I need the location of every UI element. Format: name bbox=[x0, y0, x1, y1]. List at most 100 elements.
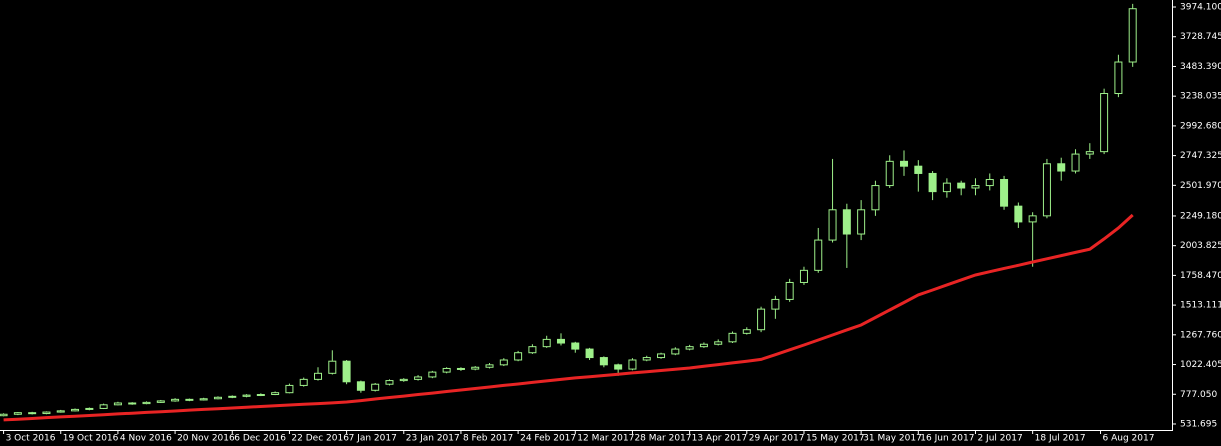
candle-body bbox=[599, 357, 608, 366]
y-tick-label: 777.050 bbox=[1180, 390, 1217, 400]
candle-body bbox=[28, 412, 37, 415]
x-tick-label: 18 Jul 2017 bbox=[1035, 434, 1086, 444]
x-tick-label: 6 Aug 2017 bbox=[1103, 434, 1155, 444]
candle-body bbox=[256, 394, 265, 397]
candle-body bbox=[199, 398, 208, 401]
x-tick-label: 20 Nov 2016 bbox=[177, 434, 235, 444]
candle-body bbox=[857, 209, 866, 235]
candle-body bbox=[699, 343, 708, 348]
x-tick-label: 13 Apr 2017 bbox=[692, 434, 748, 444]
candle-body bbox=[171, 398, 180, 402]
y-tick-label: 3238.035 bbox=[1180, 92, 1221, 102]
candle-body bbox=[971, 185, 980, 189]
candle-body bbox=[228, 395, 237, 398]
candle-body bbox=[1000, 179, 1009, 207]
x-tick-label: 29 Apr 2017 bbox=[749, 434, 805, 444]
y-tick-label: 531.695 bbox=[1180, 419, 1217, 429]
candle-body bbox=[314, 372, 323, 380]
moving-average bbox=[3, 213, 1134, 422]
candle-body bbox=[1014, 205, 1023, 223]
x-tick-label: 22 Dec 2016 bbox=[291, 434, 349, 444]
y-tick-label: 3728.745 bbox=[1180, 32, 1221, 42]
candle-body bbox=[771, 298, 780, 310]
x-tick-label: 7 Jan 2017 bbox=[349, 434, 397, 444]
candle-body bbox=[614, 364, 623, 370]
candle-body bbox=[414, 376, 423, 380]
x-tick-label: 12 Mar 2017 bbox=[577, 434, 634, 444]
candle-body bbox=[728, 332, 737, 343]
candle-body bbox=[671, 348, 680, 355]
candle-body bbox=[757, 308, 766, 331]
candle-body bbox=[785, 281, 794, 300]
candle-body bbox=[900, 160, 909, 167]
candle-body bbox=[271, 392, 280, 396]
y-tick-label: 2992.680 bbox=[1180, 121, 1221, 131]
candle-body bbox=[556, 338, 565, 344]
y-tick-label: 1022.405 bbox=[1180, 360, 1221, 370]
candle-body bbox=[642, 357, 651, 361]
candle-body bbox=[1042, 163, 1051, 217]
candle-body bbox=[942, 182, 951, 193]
candle-body bbox=[299, 378, 308, 386]
y-tick-label: 2747.325 bbox=[1180, 151, 1221, 161]
y-tick-label: 1513.111 bbox=[1180, 301, 1221, 311]
candle-body bbox=[914, 165, 923, 174]
candle-body bbox=[714, 341, 723, 345]
y-tick-label: 3483.390 bbox=[1180, 62, 1221, 72]
y-tick-label: 2501.970 bbox=[1180, 181, 1221, 191]
x-tick-label: 4 Nov 2016 bbox=[120, 434, 172, 444]
candle-body bbox=[571, 342, 580, 350]
candle-body bbox=[585, 348, 594, 359]
candle-body bbox=[1100, 93, 1109, 153]
candle-body bbox=[342, 360, 351, 383]
candle-body bbox=[842, 209, 851, 235]
candle-body bbox=[871, 185, 880, 211]
candle-body bbox=[471, 366, 480, 370]
candle-body bbox=[1114, 61, 1123, 95]
candle-body bbox=[71, 408, 80, 412]
candle-body bbox=[814, 239, 823, 271]
candle-body bbox=[799, 269, 808, 283]
candle-body bbox=[128, 402, 137, 405]
candle-body bbox=[385, 380, 394, 385]
candle-body bbox=[1028, 215, 1037, 223]
candle-body bbox=[985, 179, 994, 187]
candle-body bbox=[957, 182, 966, 189]
x-tick-label: 19 Oct 2016 bbox=[63, 434, 119, 444]
y-tick-label: 1758.470 bbox=[1180, 271, 1221, 281]
candle-body bbox=[185, 398, 194, 401]
candle-body bbox=[242, 394, 251, 397]
candle-body bbox=[685, 346, 694, 350]
x-tick-label: 15 May 2017 bbox=[806, 434, 865, 444]
candle-body bbox=[885, 160, 894, 187]
candle-body bbox=[85, 407, 94, 410]
candle-body bbox=[1071, 153, 1080, 172]
y-tick-label: 2249.180 bbox=[1180, 211, 1221, 221]
x-tick-label: 31 May 2017 bbox=[863, 434, 922, 444]
candle-body bbox=[142, 401, 151, 405]
candle-body bbox=[428, 371, 437, 378]
candle-body bbox=[285, 384, 294, 394]
candle-body bbox=[356, 381, 365, 391]
x-tick-label: 16 Jun 2017 bbox=[920, 434, 974, 444]
x-tick-label: 8 Feb 2017 bbox=[463, 434, 513, 444]
candle-body bbox=[0, 413, 8, 417]
candle-body bbox=[156, 400, 165, 403]
x-tick-label: 6 Dec 2016 bbox=[234, 434, 286, 444]
x-tick-label: 2 Jul 2017 bbox=[977, 434, 1022, 444]
x-tick-label: 24 Feb 2017 bbox=[520, 434, 576, 444]
candle-body bbox=[514, 352, 523, 361]
candle-body bbox=[828, 209, 837, 241]
candle-body bbox=[657, 353, 666, 359]
candle-body bbox=[371, 383, 380, 391]
candle-body bbox=[1085, 151, 1094, 155]
candle-body bbox=[456, 367, 465, 370]
x-tick-label: 23 Jan 2017 bbox=[406, 434, 460, 444]
candle-body bbox=[485, 364, 494, 368]
candle-body bbox=[528, 346, 537, 354]
candle-body bbox=[742, 329, 751, 334]
x-tick-label: 3 Oct 2016 bbox=[6, 434, 56, 444]
candle-body bbox=[328, 360, 337, 374]
